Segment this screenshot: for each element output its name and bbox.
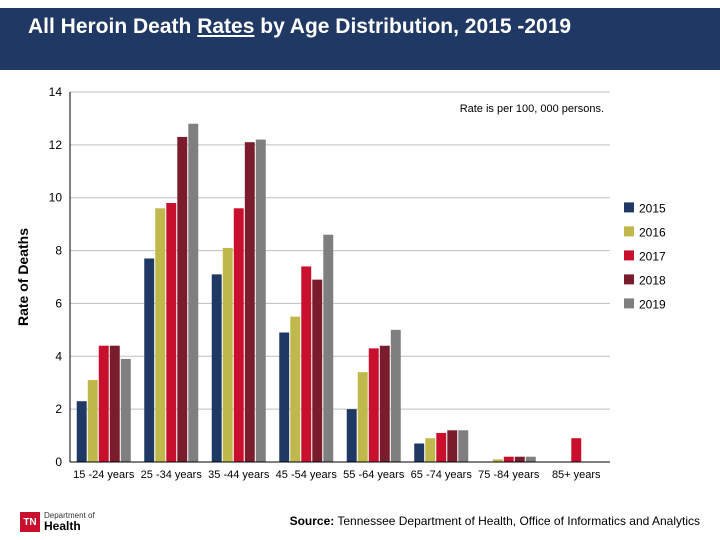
category-label: 85+ years bbox=[552, 469, 601, 481]
bar bbox=[301, 266, 311, 462]
bar bbox=[458, 430, 468, 462]
bar bbox=[144, 259, 154, 463]
bar bbox=[77, 401, 87, 462]
category-label: 55 -64 years bbox=[343, 469, 405, 481]
category-label: 25 -34 years bbox=[141, 469, 203, 481]
bar bbox=[414, 444, 424, 463]
bar bbox=[358, 372, 368, 462]
bar bbox=[347, 409, 357, 462]
legend-label: 2016 bbox=[639, 225, 666, 239]
tn-health-logo: TN Department of Health bbox=[20, 512, 95, 532]
category-label: 35 -44 years bbox=[208, 469, 270, 481]
bar bbox=[88, 380, 98, 462]
source-text: Tennessee Department of Health, Office o… bbox=[334, 514, 700, 528]
tn-logo-box: TN bbox=[20, 512, 40, 532]
bar bbox=[188, 124, 198, 462]
legend-label: 2015 bbox=[639, 201, 666, 215]
y-tick-label: 12 bbox=[49, 138, 63, 152]
bar bbox=[425, 438, 435, 462]
chart-container: 0 2 4 6 8 10 12 14 15 -24 years 25 -34 years 35 -4… bbox=[0, 80, 720, 500]
y-tick-label: 6 bbox=[55, 296, 62, 310]
y-tick-label: 2 bbox=[55, 402, 62, 416]
slide-title: All Heroin Death Rates by Age Distributi… bbox=[28, 14, 700, 40]
category-label: 45 -54 years bbox=[276, 469, 338, 481]
bar bbox=[234, 208, 244, 462]
bar bbox=[212, 274, 222, 462]
legend-swatch bbox=[624, 250, 634, 260]
chart-annotation: Rate is per 100, 000 persons. bbox=[460, 103, 604, 115]
legend-label: 2017 bbox=[639, 249, 666, 263]
legend-swatch bbox=[624, 274, 634, 284]
bar bbox=[290, 317, 300, 462]
bar bbox=[245, 142, 255, 462]
bar bbox=[121, 359, 131, 462]
legend-swatch bbox=[624, 298, 634, 308]
title-underlined: Rates bbox=[197, 15, 254, 38]
category-label: 65 -74 years bbox=[411, 469, 473, 481]
title-underline-bar bbox=[28, 70, 308, 71]
source-line: Source: Tennessee Department of Health, … bbox=[290, 514, 700, 528]
bar bbox=[166, 203, 176, 462]
bar bbox=[391, 330, 401, 462]
legend-swatch bbox=[624, 226, 634, 236]
title-pre: All Heroin Death bbox=[28, 15, 197, 38]
y-axis-label: Rate of Deaths bbox=[15, 228, 31, 326]
y-tick-label: 4 bbox=[55, 349, 62, 363]
bar bbox=[436, 433, 446, 462]
legend-label: 2019 bbox=[639, 297, 666, 311]
bar-chart: 0 2 4 6 8 10 12 14 15 -24 years 25 -34 years 35 -4… bbox=[0, 80, 720, 500]
y-tick-label: 8 bbox=[55, 244, 62, 258]
bar bbox=[571, 438, 581, 462]
source-label: Source: bbox=[290, 514, 335, 528]
bar bbox=[177, 137, 187, 462]
y-tick-label: 10 bbox=[49, 191, 63, 205]
bar bbox=[447, 430, 457, 462]
bar bbox=[380, 346, 390, 462]
logo-dept-text: Department of Health bbox=[44, 512, 95, 532]
bar bbox=[99, 346, 109, 462]
bar bbox=[515, 457, 525, 462]
bar bbox=[223, 248, 233, 462]
category-label: 75 -84 years bbox=[478, 469, 540, 481]
bar bbox=[323, 235, 333, 462]
legend-swatch bbox=[624, 202, 634, 212]
bar bbox=[369, 348, 379, 462]
tn-logo-text: TN bbox=[23, 517, 36, 528]
bar bbox=[312, 280, 322, 462]
bar bbox=[526, 457, 536, 462]
logo-dept-big: Health bbox=[44, 520, 95, 532]
title-post: by Age Distribution, 2015 -2019 bbox=[254, 15, 571, 38]
category-label: 15 -24 years bbox=[73, 469, 135, 481]
y-tick-label: 0 bbox=[55, 455, 62, 469]
bar bbox=[110, 346, 120, 462]
bar bbox=[279, 333, 289, 463]
legend-label: 2018 bbox=[639, 273, 666, 287]
bar bbox=[155, 208, 165, 462]
title-band: All Heroin Death Rates by Age Distributi… bbox=[0, 8, 720, 70]
bar bbox=[504, 457, 514, 462]
bar bbox=[256, 140, 266, 462]
y-tick-label: 14 bbox=[49, 85, 63, 99]
